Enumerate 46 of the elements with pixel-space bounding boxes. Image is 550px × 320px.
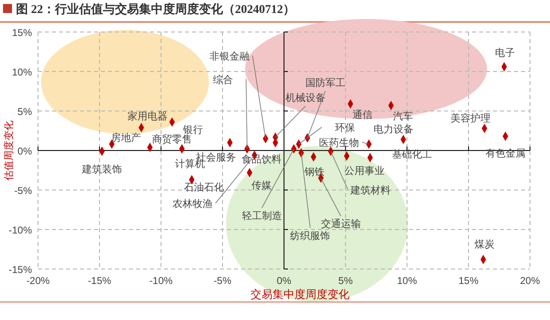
annotation: 美容护理 — [450, 112, 490, 124]
y-tick-label: 15% — [12, 28, 32, 39]
x-tick-label: -5% — [214, 276, 232, 287]
annotation: 煤炭 — [474, 238, 494, 251]
x-tick-label: -10% — [149, 276, 173, 287]
x-tick-label: -20% — [26, 276, 50, 287]
annotation: 建筑装饰 — [80, 163, 122, 176]
y-axis-title: 估值周度变化 — [3, 120, 15, 180]
annotation: 轻工制造 — [242, 210, 282, 222]
x-tick-label: 15% — [458, 276, 479, 287]
annotation: 电力设备 — [373, 123, 414, 136]
x-tick-label: 10% — [396, 276, 418, 287]
annotation: 房地产 — [110, 132, 141, 144]
annotation: 电子 — [495, 46, 516, 59]
annotation: 交通运输 — [320, 218, 361, 230]
annotation: 石油石化 — [184, 182, 224, 194]
annotation: 钢铁 — [304, 166, 325, 178]
annotation: 传媒 — [252, 180, 272, 192]
annotation: 基础化工 — [392, 148, 432, 161]
annotation: 通信 — [352, 108, 372, 121]
annotation: 环保 — [334, 123, 355, 134]
annotation: 商贸零售 — [152, 133, 192, 146]
annotation: 公用事业 — [344, 165, 385, 178]
annotation: 食品饮料 — [241, 154, 282, 166]
chart-title: 图 22：行业估值与交易集中度周度变化（20240712） — [16, 2, 295, 16]
x-tick-label: -15% — [88, 276, 112, 287]
x-axis-title: 交易集中度周度变化 — [250, 288, 350, 301]
x-tick-label: 5% — [338, 276, 353, 287]
annotation: 国防军工 — [305, 76, 346, 89]
y-tick-label: 0% — [18, 146, 32, 158]
y-tick-label: -5% — [14, 186, 32, 197]
annotation: 非银金融 — [210, 50, 250, 63]
annotation: 汽车 — [393, 110, 414, 122]
annotation: 纺织服饰 — [290, 230, 330, 242]
y-tick-label: 5% — [18, 107, 32, 118]
y-tick-label: -15% — [8, 265, 32, 276]
x-tick-label: 20% — [520, 276, 540, 287]
annotation: 建筑材料 — [350, 184, 391, 196]
annotation: 综合 — [213, 74, 234, 86]
annotation: 有色金属 — [485, 147, 526, 160]
annotation: 农林牧渔 — [172, 198, 212, 210]
annotation: 医药生物 — [318, 137, 359, 150]
y-tick-label: 10% — [12, 68, 32, 78]
y-tick-label: -10% — [8, 226, 32, 236]
annotation: 家用电器 — [127, 110, 168, 123]
x-tick-label: 0% — [276, 276, 292, 287]
